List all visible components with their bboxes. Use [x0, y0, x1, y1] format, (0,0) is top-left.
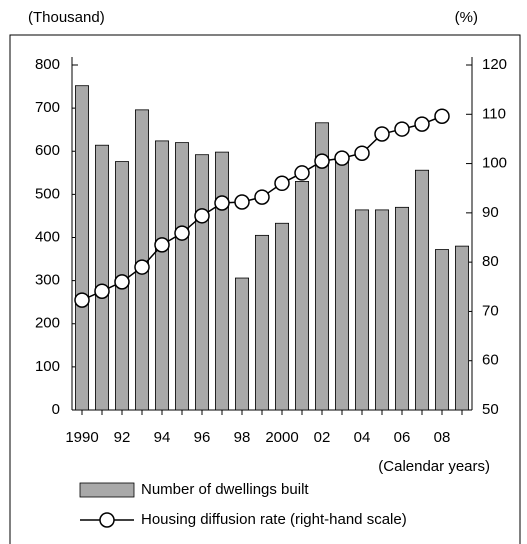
y-unit: (Thousand)	[28, 9, 105, 26]
bar	[254, 234, 269, 411]
y-tick-label: 800	[35, 56, 60, 73]
line-marker	[434, 108, 450, 125]
frame	[9, 34, 521, 544]
bar	[314, 122, 329, 411]
bar	[414, 169, 429, 411]
bar	[214, 151, 229, 411]
legend-label: Number of dwellings built	[141, 481, 309, 498]
y2-tick-label: 70	[482, 302, 499, 319]
x-tick-label: 06	[394, 429, 411, 446]
x-tick-label: 04	[354, 429, 371, 446]
line-marker	[134, 259, 150, 275]
y2-tick-label: 90	[482, 204, 499, 221]
y2-tick-label: 120	[482, 56, 507, 73]
x-tick-label: 08	[434, 429, 451, 446]
x-tick-label: 1990	[65, 429, 98, 446]
bar	[454, 245, 469, 411]
x-tick-label: 02	[314, 429, 331, 446]
bar	[194, 154, 209, 411]
bar	[95, 144, 110, 411]
line-marker	[174, 225, 190, 241]
line-marker	[114, 274, 130, 290]
x-tick-label: 98	[234, 429, 251, 446]
line-marker	[414, 116, 430, 132]
line-marker	[234, 194, 250, 210]
y-tick-label: 600	[35, 142, 60, 159]
bar	[234, 277, 249, 411]
y2-tick-label: 100	[482, 155, 507, 172]
x-tick-label: 2000	[265, 429, 298, 446]
line-marker	[294, 165, 310, 181]
y-tick-label: 700	[35, 99, 60, 116]
y2-tick-label: 110	[482, 105, 506, 122]
line-marker	[334, 150, 350, 166]
bar	[394, 206, 409, 411]
y-tick-label: 100	[35, 358, 60, 375]
bar	[174, 142, 189, 411]
y2-tick-label: 60	[482, 352, 499, 369]
y-tick-label: 400	[35, 228, 60, 245]
x-tick-label: 92	[114, 429, 131, 446]
line-marker	[214, 195, 230, 211]
y-tick-label: 0	[52, 401, 60, 418]
bar	[294, 181, 309, 411]
line-marker	[194, 208, 210, 224]
legend-swatch	[79, 482, 135, 498]
legend-marker	[99, 512, 115, 528]
line-marker	[74, 292, 90, 308]
bar	[374, 209, 389, 411]
x-unit: (Calendar years)	[378, 458, 490, 475]
line-marker	[354, 145, 370, 161]
x-tick-label: 96	[194, 429, 211, 446]
y2-unit: (%)	[455, 9, 478, 26]
bar	[434, 249, 449, 411]
bar	[354, 209, 369, 411]
y2-tick-label: 80	[482, 253, 499, 270]
line-marker	[394, 121, 410, 137]
bar	[75, 85, 90, 411]
line-marker	[374, 126, 390, 142]
line-marker	[314, 153, 330, 169]
bar	[274, 222, 289, 411]
line-marker	[274, 175, 290, 192]
y-tick-label: 300	[35, 272, 60, 289]
line-marker	[154, 237, 170, 253]
line-marker	[254, 189, 270, 205]
x-tick-label: 94	[154, 429, 171, 446]
legend-label: Housing diffusion rate (right-hand scale…	[141, 511, 407, 528]
y2-tick-label: 50	[482, 401, 499, 418]
bar	[334, 155, 349, 411]
line-marker	[94, 283, 110, 299]
bar	[154, 140, 169, 411]
y-tick-label: 500	[35, 185, 60, 202]
y-tick-label: 200	[35, 315, 60, 332]
